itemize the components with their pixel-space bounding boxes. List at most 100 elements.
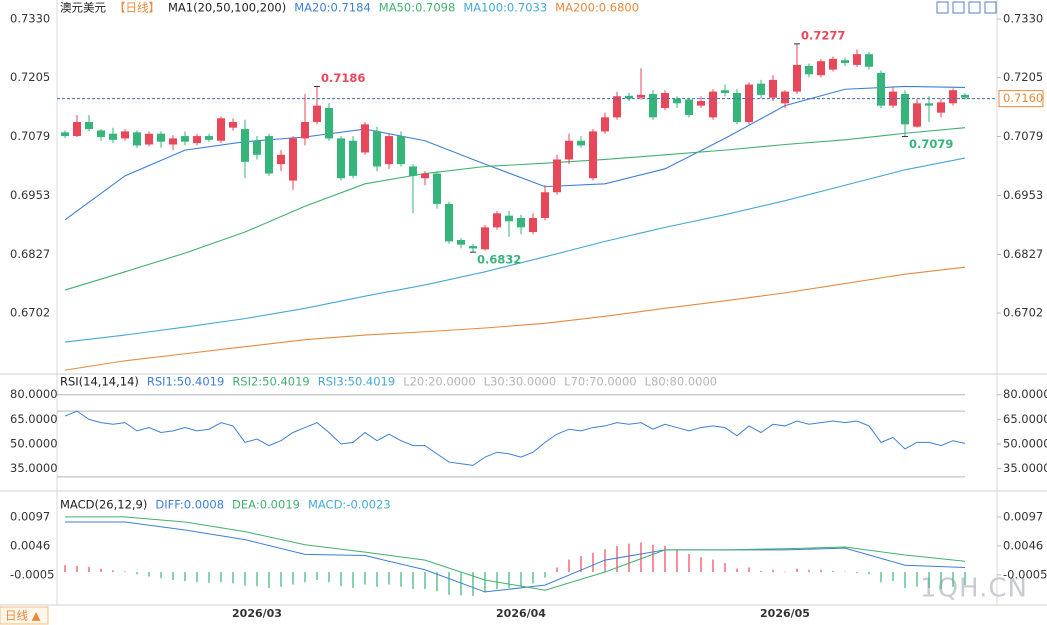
candle-body — [85, 122, 93, 130]
legend-entry: DIFF:0.0008 — [155, 498, 224, 512]
macd-legend: MACD(26,12,9) DIFF:0.0008 DEA:0.0019 MACD:-… — [60, 498, 391, 512]
legend-entry: MA100:0.7033 — [463, 1, 547, 15]
candle-body — [349, 140, 357, 176]
y-tick-label-right: 80.0000 — [1003, 387, 1047, 401]
candle-body — [937, 102, 945, 113]
candle-body — [517, 217, 525, 228]
last-price-box — [998, 90, 1044, 108]
candle-body — [421, 173, 429, 179]
y-tick-label: 0.0046 — [10, 538, 50, 552]
legend-entry: RSI3:50.4019 — [318, 375, 395, 389]
candle-body — [781, 91, 789, 104]
candle-body — [961, 94, 969, 98]
candle-body — [769, 79, 777, 98]
period-tab-label[interactable]: 日线 ▲ — [5, 609, 41, 623]
candle-body — [757, 83, 765, 95]
candle-body — [865, 54, 873, 67]
candle-body — [109, 133, 117, 140]
legend-entry: MA200:0.6800 — [555, 1, 639, 15]
candle-body — [913, 103, 921, 127]
legend-entry: MACD(26,12,9) — [60, 498, 147, 512]
candle-body — [601, 117, 609, 132]
candle-body — [481, 227, 489, 250]
candle-body — [673, 98, 681, 104]
legend-entry: DEA:0.0019 — [232, 498, 300, 512]
candle-body — [577, 140, 585, 146]
y-tick-label-right: 0.6827 — [1003, 247, 1043, 261]
y-tick-label-right: 0.6702 — [1003, 306, 1043, 320]
y-tick-label-right: 0.7079 — [1003, 129, 1043, 143]
watermark: 1QH.CN — [920, 574, 1028, 604]
legend-entry: L20:20.0000 — [403, 375, 475, 389]
candle-body — [241, 129, 249, 162]
candle-body — [805, 65, 813, 75]
y-tick-label-right: 0.6953 — [1003, 188, 1043, 202]
ma-line — [64, 157, 966, 343]
candle-body — [397, 136, 405, 165]
candle-body — [61, 132, 69, 137]
extreme-label: 0.7186 — [321, 71, 365, 85]
candle-body — [157, 133, 165, 142]
y-tick-label: 35.0000 — [10, 461, 58, 475]
candle-body — [325, 107, 333, 139]
x-tick-label: 2026/05 — [760, 607, 810, 620]
y-tick-label: 0.6702 — [10, 306, 50, 320]
main-legend: 澳元美元 【日线】 MA1(20,50,100,200) MA20:0.7184 MA5… — [60, 1, 639, 15]
candle-body — [745, 84, 753, 123]
candle-body — [277, 154, 285, 165]
legend-entry: RSI2:50.4019 — [232, 375, 309, 389]
candle-body — [661, 93, 669, 108]
candle-body — [373, 131, 381, 167]
legend-entry: L80:80.0000 — [645, 375, 717, 389]
candle-body — [469, 246, 477, 249]
candle-body — [229, 122, 237, 128]
period-tab[interactable] — [0, 606, 49, 625]
macd-line — [65, 521, 966, 593]
candle-body — [265, 136, 273, 174]
y-tick-label-right: 0.7205 — [1003, 70, 1043, 84]
candle-body — [193, 136, 201, 144]
last-price-label: 0.7160 — [1003, 91, 1043, 105]
rsi-line — [64, 410, 966, 466]
candle-body — [685, 99, 693, 116]
candle-body — [553, 159, 561, 193]
legend-entry: MA1(20,50,100,200) — [168, 1, 286, 15]
legend-entry: 澳元美元 — [60, 1, 106, 15]
macd-line — [65, 516, 966, 591]
candle-body — [169, 138, 177, 145]
toolbar[interactable] — [936, 1, 997, 14]
candle-body — [445, 203, 453, 242]
y-tick-label-right: 65.0000 — [1003, 412, 1047, 426]
candle-body — [817, 61, 825, 76]
y-tick-label: 0.6953 — [10, 188, 50, 202]
candle-body — [841, 60, 849, 64]
y-tick-label: 65.0000 — [10, 412, 58, 426]
candle-body — [493, 213, 501, 228]
candle-body — [205, 136, 213, 140]
y-tick-label-right: 0.0097 — [1003, 509, 1043, 523]
tool-icon[interactable] — [952, 1, 965, 14]
y-tick-label-right: 0.7330 — [1003, 12, 1043, 26]
candle-body — [121, 131, 129, 139]
candle-body — [217, 118, 225, 141]
tool-icon[interactable] — [968, 1, 981, 14]
y-tick-label: 0.7330 — [10, 12, 50, 26]
x-tick-label: 2026/03 — [232, 607, 282, 620]
candle-body — [433, 173, 441, 204]
legend-entry: L70:70.0000 — [564, 375, 636, 389]
y-tick-label: 80.0000 — [10, 387, 58, 401]
y-tick-label: 50.0000 — [10, 437, 58, 451]
y-tick-label-right: 50.0000 — [1003, 437, 1047, 451]
candle-body — [925, 103, 933, 106]
y-tick-label: 0.7205 — [10, 70, 50, 84]
x-tick-label: 2026/04 — [496, 607, 546, 620]
candle-body — [409, 166, 417, 176]
candle-body — [565, 140, 573, 160]
tool-icon[interactable] — [984, 1, 997, 14]
candle-body — [589, 131, 597, 179]
candle-body — [697, 100, 705, 106]
tool-icon[interactable] — [936, 1, 949, 14]
ma-line — [64, 127, 966, 291]
